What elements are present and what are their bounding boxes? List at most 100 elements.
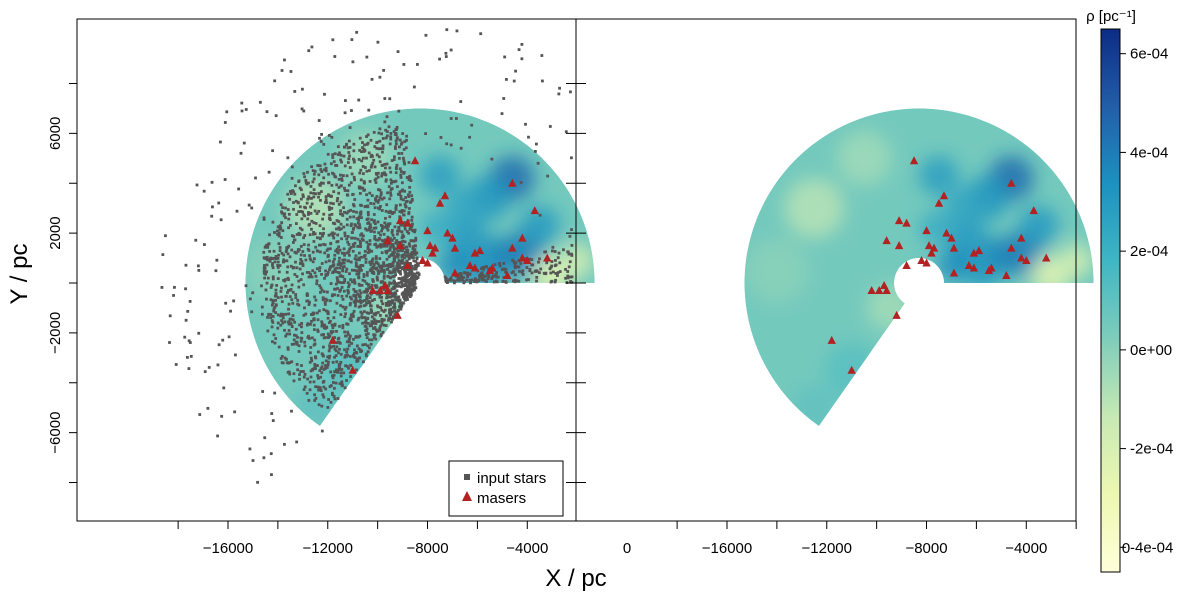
input-star-point xyxy=(276,225,280,229)
input-star-point xyxy=(299,197,303,201)
input-star-point xyxy=(399,176,403,179)
input-star-point xyxy=(413,281,417,285)
input-star-point xyxy=(313,295,316,299)
input-star-point xyxy=(352,293,356,297)
input-star-point xyxy=(338,289,342,293)
input-star-point xyxy=(568,234,572,238)
input-star-point xyxy=(268,233,271,237)
input-star-point xyxy=(339,304,343,308)
input-star-point xyxy=(348,317,352,321)
input-star-point xyxy=(556,274,559,277)
input-star-point xyxy=(356,237,360,241)
input-star-point xyxy=(271,299,275,302)
left-masers-scatter xyxy=(328,156,552,374)
input-star-point xyxy=(449,278,453,282)
input-star-point xyxy=(285,259,289,263)
input-star-point xyxy=(269,298,273,302)
input-star-point xyxy=(379,245,383,249)
input-star-point xyxy=(296,302,300,306)
input-star-point xyxy=(394,179,398,183)
input-star-point xyxy=(373,222,377,226)
input-star-point xyxy=(351,231,354,234)
input-star-point xyxy=(311,368,314,371)
input-star-point xyxy=(358,239,362,243)
input-star-point xyxy=(449,143,453,147)
maser-point xyxy=(892,310,901,319)
input-star-point xyxy=(392,279,396,283)
input-star-point xyxy=(287,302,291,306)
input-star-point xyxy=(262,269,266,273)
input-star-point xyxy=(324,269,327,273)
input-star-point xyxy=(373,219,376,223)
input-star-point xyxy=(279,227,283,230)
input-star-point xyxy=(390,231,394,235)
input-star-point xyxy=(504,280,508,284)
input-star-point xyxy=(406,298,409,301)
input-star-point xyxy=(406,293,410,297)
input-star-point xyxy=(453,281,456,285)
input-star-point xyxy=(363,250,367,253)
input-star-point xyxy=(514,261,518,265)
input-star-point xyxy=(387,304,391,307)
input-star-point xyxy=(313,303,317,307)
input-star-point xyxy=(309,211,313,215)
input-star-point xyxy=(564,276,567,280)
input-star-point xyxy=(400,230,404,234)
input-star-point xyxy=(385,257,389,261)
input-star-point xyxy=(515,279,519,283)
input-star-point xyxy=(408,244,412,248)
input-star-point xyxy=(556,256,560,260)
input-star-point xyxy=(234,353,237,357)
input-star-point xyxy=(458,274,462,278)
input-star-point xyxy=(339,153,343,157)
maser-point xyxy=(1017,233,1026,242)
input-star-point xyxy=(331,231,335,235)
input-star-point xyxy=(394,145,397,149)
input-star-point xyxy=(340,237,343,241)
input-star-point xyxy=(372,333,376,337)
maser-point xyxy=(428,248,437,257)
input-star-point xyxy=(304,258,308,262)
input-star-point xyxy=(374,337,378,341)
input-star-point xyxy=(338,274,342,278)
input-star-point xyxy=(521,272,525,276)
input-star-point xyxy=(358,289,362,292)
input-star-point xyxy=(305,201,309,205)
input-star-point xyxy=(397,259,401,262)
input-star-point xyxy=(219,140,222,144)
input-star-point xyxy=(292,333,296,337)
input-star-point xyxy=(398,301,402,305)
input-star-point xyxy=(404,288,407,291)
input-star-point xyxy=(335,183,339,187)
input-star-point xyxy=(317,173,321,177)
input-star-point xyxy=(345,143,348,147)
input-star-point xyxy=(372,202,376,206)
input-star-point xyxy=(394,139,398,143)
input-star-point xyxy=(319,290,322,294)
input-star-point xyxy=(369,155,373,159)
input-star-point xyxy=(265,255,269,259)
input-star-point xyxy=(273,341,277,345)
maser-point xyxy=(882,236,891,245)
input-star-point xyxy=(323,323,327,327)
input-star-point xyxy=(408,207,411,210)
input-star-point xyxy=(538,213,542,217)
input-star-point xyxy=(444,55,448,58)
maser-point xyxy=(1007,243,1016,252)
input-star-point xyxy=(384,243,388,247)
x-axis-title: X / pc xyxy=(545,565,606,592)
input-star-point xyxy=(348,334,352,338)
input-star-point xyxy=(481,278,485,281)
input-star-point xyxy=(360,237,364,241)
input-star-point xyxy=(285,270,289,274)
input-star-point xyxy=(261,390,265,393)
input-star-point xyxy=(357,294,361,298)
input-star-point xyxy=(366,289,369,293)
input-star-point xyxy=(350,236,353,240)
input-star-point xyxy=(395,241,399,245)
input-star-point xyxy=(379,193,383,197)
input-star-point xyxy=(403,189,407,193)
input-star-point xyxy=(396,269,400,273)
input-star-point xyxy=(276,326,280,330)
input-star-point xyxy=(377,320,381,323)
